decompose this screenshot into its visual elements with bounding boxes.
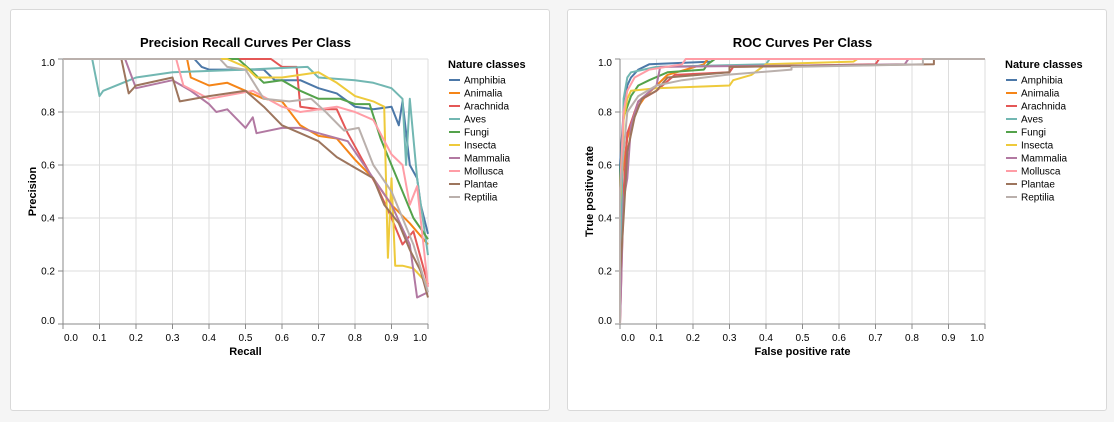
x-tick-label: 0.0	[64, 333, 78, 344]
y-axis-label: Precision	[27, 166, 39, 216]
chart-title: Precision Recall Curves Per Class	[140, 35, 351, 50]
x-axis-label: False positive rate	[755, 346, 851, 358]
x-tick-label: 1.0	[970, 333, 984, 344]
series-line-aves	[63, 58, 429, 256]
legend-label-animalia: Animalia	[1021, 89, 1060, 100]
legend-label-insecta: Insecta	[464, 141, 497, 152]
series-line-reptilia	[619, 58, 985, 324]
series-line-mollusca	[619, 58, 985, 324]
legend-label-reptilia: Reptilia	[1021, 193, 1055, 204]
y-axis-label: True positive rate	[584, 146, 596, 237]
x-tick-label: 0.1	[650, 333, 664, 344]
legend-label-fungi: Fungi	[464, 128, 489, 139]
y-tick-label: 0.0	[598, 316, 612, 327]
chart-title: ROC Curves Per Class	[733, 35, 872, 50]
series-line-plantae	[63, 58, 429, 298]
roc-chart: ROC Curves Per Class 0.0 0.1 0.2 0.3 0.4 0.5 0.…	[584, 35, 1083, 358]
legend-title: Nature classes	[1005, 59, 1083, 71]
roc-chart-card: ROC Curves Per Class 0.0 0.1 0.2 0.3 0.4 0.5 0.…	[567, 9, 1107, 411]
legend-label-amphibia: Amphibia	[464, 76, 506, 87]
legend-label-mammalia: Mammalia	[464, 154, 511, 165]
x-axis-label: Recall	[229, 346, 261, 358]
y-tick-label: 0.2	[598, 267, 612, 278]
series-line-mammalia	[63, 58, 429, 299]
legend-label-mollusca: Mollusca	[1021, 167, 1061, 178]
x-tick-label: 0.9	[942, 333, 956, 344]
x-tick-label: 0.1	[93, 333, 107, 344]
x-tick-label: 0.7	[869, 333, 883, 344]
x-tick-label: 0.0	[621, 333, 635, 344]
y-tick-label: 0.6	[41, 161, 55, 172]
series-line-reptilia	[63, 58, 429, 293]
legend-label-reptilia: Reptilia	[464, 193, 498, 204]
x-tick-label: 0.8	[348, 333, 362, 344]
y-tick-label: 0.8	[598, 108, 612, 119]
x-tick-label: 0.6	[275, 333, 289, 344]
x-tick-label: 1.0	[413, 333, 427, 344]
legend-label-aves: Aves	[464, 115, 486, 126]
x-tick-label: 0.5	[796, 333, 810, 344]
x-tick-label: 0.7	[312, 333, 326, 344]
y-tick-label: 1.0	[41, 58, 55, 69]
x-tick-label: 0.4	[759, 333, 773, 344]
legend-label-insecta: Insecta	[1021, 141, 1054, 152]
legend-label-arachnida: Arachnida	[464, 102, 509, 113]
legend-label-aves: Aves	[1021, 115, 1043, 126]
x-tick-label: 0.5	[239, 333, 253, 344]
x-tick-label: 0.6	[832, 333, 846, 344]
x-tick-label: 0.2	[129, 333, 143, 344]
legend-label-arachnida: Arachnida	[1021, 102, 1066, 113]
x-tick-label: 0.9	[385, 333, 399, 344]
x-tick-label: 0.8	[905, 333, 919, 344]
legend-title: Nature classes	[448, 59, 526, 71]
y-tick-label: 0.6	[598, 161, 612, 172]
x-tick-label: 0.3	[166, 333, 180, 344]
series-line-plantae	[619, 58, 985, 324]
y-tick-label: 0.2	[41, 267, 55, 278]
legend-label-plantae: Plantae	[1021, 180, 1055, 191]
series-line-fungi	[63, 58, 429, 240]
series-line-aves	[619, 58, 985, 324]
precision-recall-chart: Precision Recall Curves Per Class 0.0 0.1 0…	[27, 35, 526, 358]
series-line-insecta	[63, 58, 429, 285]
legend-label-mollusca: Mollusca	[464, 167, 504, 178]
y-tick-label: 0.8	[41, 108, 55, 119]
legend-label-mammalia: Mammalia	[1021, 154, 1068, 165]
legend-label-plantae: Plantae	[464, 180, 498, 191]
x-tick-label: 0.2	[686, 333, 700, 344]
x-tick-label: 0.4	[202, 333, 216, 344]
y-tick-label: 0.0	[41, 316, 55, 327]
precision-recall-chart-card: Precision Recall Curves Per Class 0.0 0.1 0…	[10, 9, 550, 411]
series-line-arachnida	[63, 58, 429, 285]
y-tick-label: 0.4	[41, 214, 55, 225]
y-tick-label: 1.0	[598, 58, 612, 69]
series-line-mollusca	[63, 58, 429, 288]
legend-label-animalia: Animalia	[464, 89, 503, 100]
y-tick-label: 0.4	[598, 214, 612, 225]
legend-label-amphibia: Amphibia	[1021, 76, 1063, 87]
x-tick-label: 0.3	[723, 333, 737, 344]
series-line-arachnida	[619, 58, 985, 325]
legend-label-fungi: Fungi	[1021, 128, 1046, 139]
